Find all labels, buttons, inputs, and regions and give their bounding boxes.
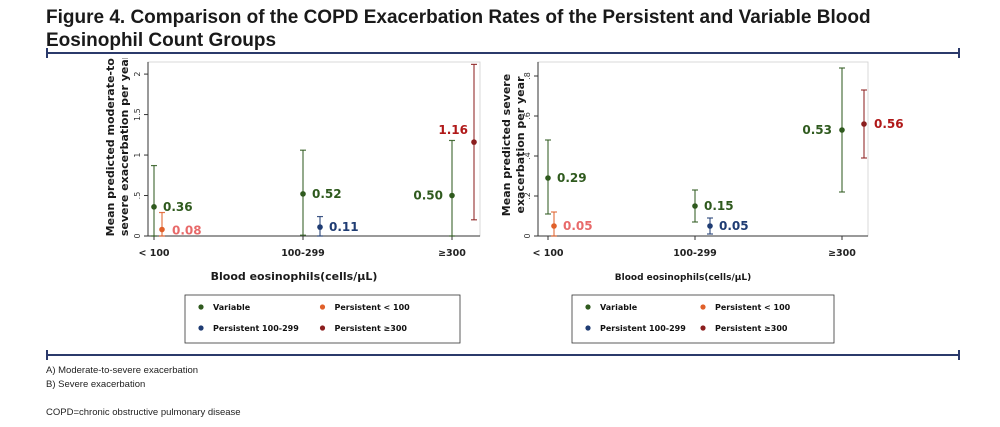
data-point — [707, 223, 713, 229]
data-point — [449, 192, 455, 199]
plot-area — [537, 61, 869, 237]
legend-marker — [700, 325, 706, 331]
data-label: 1.16 — [438, 123, 468, 137]
data-label: 0.36 — [163, 200, 193, 214]
bottom-rule — [46, 350, 960, 360]
legend-box — [571, 294, 835, 344]
data-label: 0.50 — [413, 189, 443, 203]
data-point — [151, 204, 157, 210]
y-tick-label: 0 — [133, 233, 142, 238]
y-axis-label: exacerbation per year — [514, 76, 527, 214]
data-label: 0.29 — [557, 171, 587, 185]
x-axis-label: Blood eosinophils(cells/µL) — [211, 270, 378, 283]
data-point — [551, 223, 557, 229]
x-tick-label: 100-299 — [673, 248, 717, 259]
x-tick-label: ≥300 — [828, 248, 856, 259]
chart-b: 0 .2 .4 .6 .8 Mean predicted severe exacerbati… — [500, 61, 904, 344]
legend-label: Persistent ≥300 — [335, 324, 408, 333]
y-tick-label: .4 — [523, 152, 532, 160]
data-label: 0.05 — [719, 219, 749, 233]
figure-title: Figure 4. Comparison of the COPD Exacerb… — [46, 7, 871, 51]
data-label: 0.15 — [704, 199, 734, 213]
legend-label: Persistent < 100 — [335, 303, 411, 312]
legend-label: Variable — [213, 303, 251, 312]
legend-marker — [198, 325, 204, 331]
legend-box — [184, 294, 461, 344]
chart-a: 0 .5 1 1.5 2 Mean predicted moderate-to-sever… — [104, 58, 481, 344]
y-tick-label: 1.5 — [133, 108, 142, 121]
legend-label: Persistent 100-299 — [600, 324, 686, 333]
footnote-b: B) Severe exacerbation — [46, 379, 146, 390]
data-point — [692, 203, 698, 209]
y-tick-label: 1 — [133, 153, 142, 158]
y-axis-label: Mean predicted moderate-to- — [104, 58, 117, 236]
x-tick-label: < 100 — [138, 248, 169, 259]
data-label: 0.52 — [312, 187, 342, 201]
x-tick-label: < 100 — [532, 248, 563, 259]
data-point — [159, 226, 165, 233]
legend-marker — [198, 304, 204, 310]
y-tick-label: 0 — [523, 233, 532, 238]
y-tick-label: .6 — [523, 112, 532, 120]
plot-area — [147, 61, 481, 237]
data-point — [471, 139, 477, 145]
data-label: 0.53 — [802, 123, 832, 137]
data-label: 0.11 — [329, 220, 359, 234]
x-tick-label: 100-299 — [281, 248, 325, 259]
footnote-a: A) Moderate-to-severe exacerbation — [46, 365, 199, 376]
footnote-abbreviation: COPD=chronic obstructive pulmonary disea… — [46, 407, 241, 418]
data-label: 0.05 — [563, 219, 593, 233]
data-point — [545, 175, 551, 181]
data-point — [317, 224, 323, 230]
y-tick-label: .5 — [133, 192, 142, 200]
x-tick-label: ≥300 — [438, 248, 466, 259]
x-axis-label: Blood eosinophils(cells/µL) — [615, 273, 751, 283]
legend-marker — [319, 304, 326, 310]
legend-label: Persistent 100-299 — [213, 324, 299, 333]
legend-label: Persistent < 100 — [715, 303, 791, 312]
data-label: 0.56 — [874, 117, 904, 131]
y-tick-label: .2 — [523, 192, 532, 200]
y-axis-label: Mean predicted severe — [500, 74, 513, 216]
legend-label: Persistent ≥300 — [715, 324, 788, 333]
legend-marker — [585, 304, 591, 310]
legend-marker — [585, 325, 591, 331]
y-tick-label: .8 — [523, 72, 532, 80]
y-tick-label: 2 — [133, 72, 142, 77]
y-axis-label: severe exacerbation per year — [118, 58, 131, 236]
top-rule — [46, 48, 960, 58]
data-label: 0.08 — [172, 224, 202, 238]
legend-label: Variable — [600, 303, 638, 312]
data-point — [861, 121, 867, 127]
legend-marker — [700, 304, 706, 310]
data-point — [839, 127, 845, 133]
data-point — [300, 191, 306, 197]
legend-marker — [319, 325, 326, 331]
